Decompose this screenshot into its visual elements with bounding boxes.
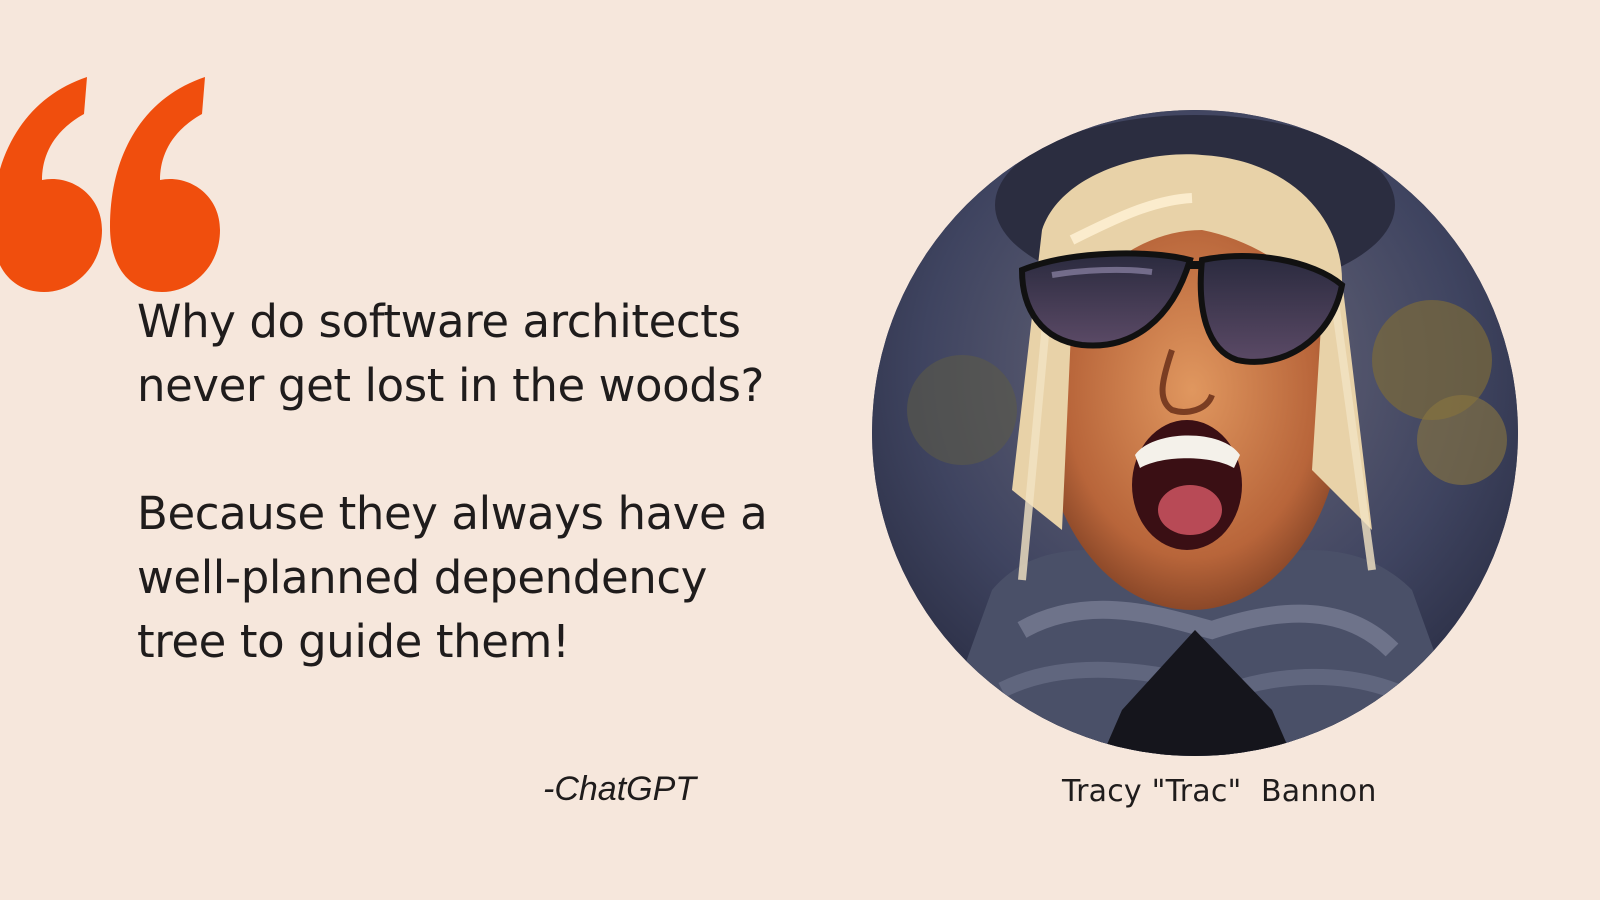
open-quote-icon: [0, 77, 220, 292]
joke-answer: Because they always have a well-planned …: [137, 487, 768, 668]
joke-question: Why do software architects never get los…: [137, 295, 764, 412]
portrait-photo: [872, 110, 1518, 756]
quote-attribution: -ChatGPT: [543, 770, 697, 808]
portrait-illustration: [872, 110, 1518, 756]
portrait-caption: Tracy "Trac" Bannon: [1062, 774, 1377, 809]
quote-text: Why do software architects never get los…: [137, 290, 867, 674]
